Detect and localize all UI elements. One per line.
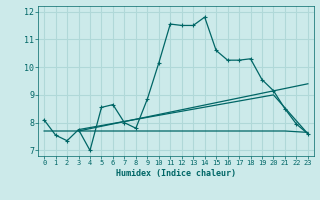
X-axis label: Humidex (Indice chaleur): Humidex (Indice chaleur) xyxy=(116,169,236,178)
